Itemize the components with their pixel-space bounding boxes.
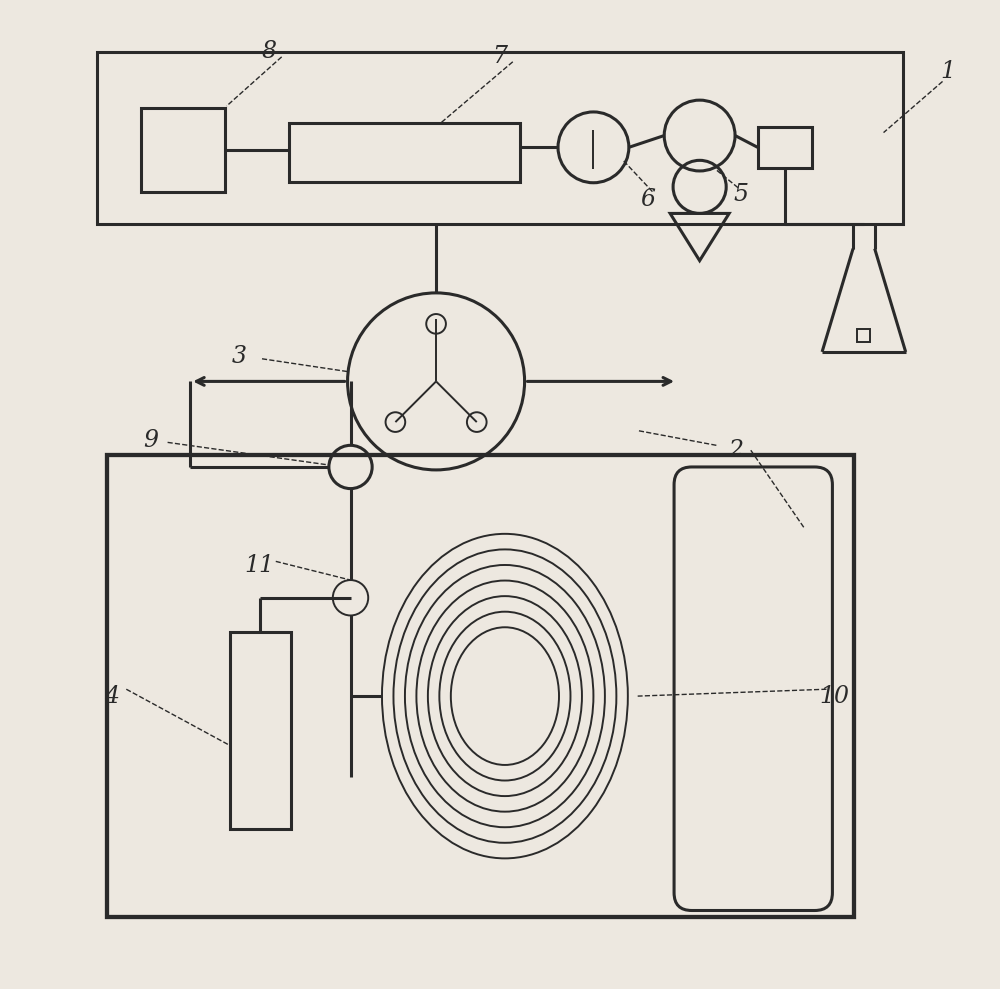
Text: 10: 10 (819, 684, 849, 707)
Bar (289, 123, 520, 182)
Bar (857, 329, 870, 342)
Bar (141, 108, 225, 192)
Bar (107, 455, 854, 918)
Text: 2: 2 (729, 439, 744, 462)
Text: 9: 9 (143, 429, 158, 452)
Bar (230, 632, 291, 829)
Text: 1: 1 (940, 60, 955, 83)
Text: 5: 5 (733, 183, 748, 206)
Text: 8: 8 (261, 41, 276, 63)
Text: 3: 3 (232, 345, 247, 368)
Bar (97, 52, 903, 225)
Text: 6: 6 (640, 188, 655, 211)
Text: 11: 11 (244, 554, 274, 577)
Text: 7: 7 (492, 45, 508, 68)
Bar (758, 127, 812, 168)
Text: 4: 4 (104, 684, 119, 707)
